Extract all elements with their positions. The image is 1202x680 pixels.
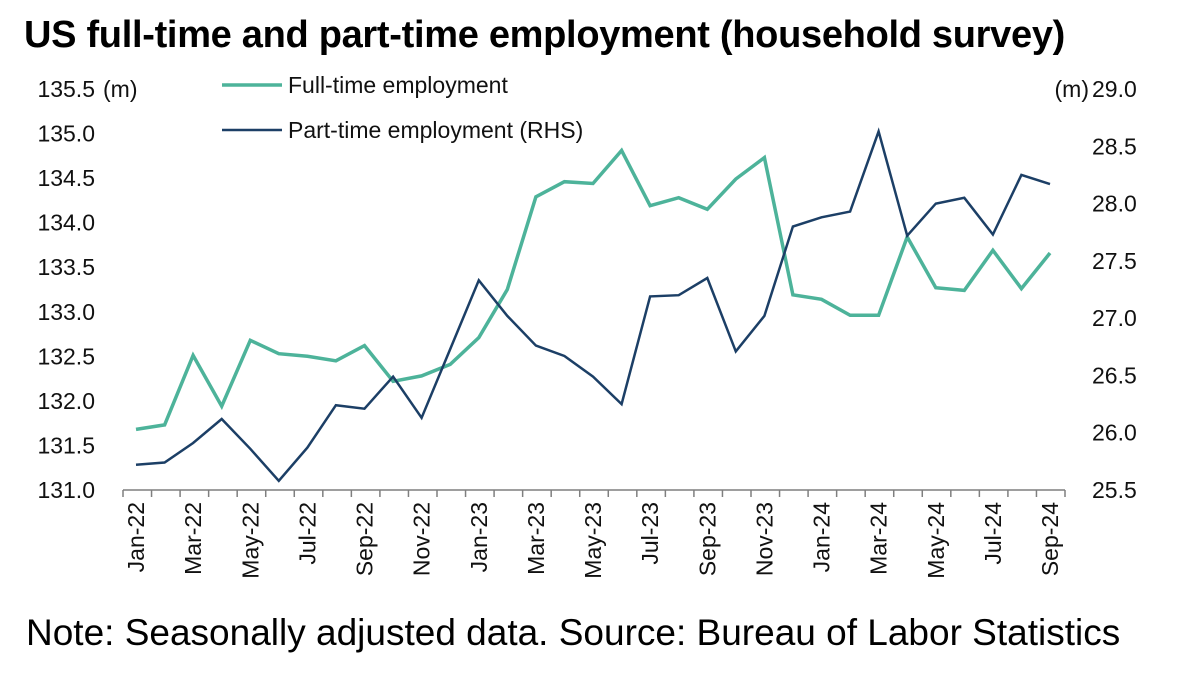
x-tick-label: May-24 bbox=[923, 502, 949, 579]
right-tick-label: 28.0 bbox=[1092, 191, 1137, 217]
left-tick-label: 131.5 bbox=[37, 432, 95, 458]
right-tick-label: 25.5 bbox=[1092, 477, 1137, 503]
left-tick-label: 132.5 bbox=[37, 343, 95, 369]
legend-label: Full-time employment bbox=[288, 72, 508, 98]
x-tick-label: Sep-22 bbox=[352, 502, 378, 576]
x-tick-label: Jan-24 bbox=[809, 502, 835, 573]
chart-series-lines bbox=[135, 127, 1052, 483]
right-tick-label: 26.5 bbox=[1092, 362, 1137, 388]
x-tick-label: Mar-23 bbox=[523, 502, 549, 575]
left-tick-label: 134.0 bbox=[37, 210, 95, 236]
right-tick-label: 27.5 bbox=[1092, 248, 1137, 274]
chart-note: Note: Seasonally adjusted data. Source: … bbox=[26, 612, 1121, 653]
left-tick-label: 131.0 bbox=[37, 477, 95, 503]
left-tick-label: 133.0 bbox=[37, 299, 95, 325]
left-tick-label: 135.0 bbox=[37, 121, 95, 147]
x-tick-label: Mar-24 bbox=[866, 502, 892, 575]
left-tick-label: 133.5 bbox=[37, 254, 95, 280]
x-tick-label: Jul-22 bbox=[294, 502, 320, 565]
employment-line-chart: Jan-22 Mar-22 May-22 Jul-22 Sep-22 Nov-22 Jan-… bbox=[37, 72, 1136, 579]
right-tick-label: 29.0 bbox=[1092, 76, 1137, 102]
chart-axes: Jan-22 Mar-22 May-22 Jul-22 Sep-22 Nov-22 Jan-… bbox=[37, 76, 1136, 579]
right-axis-unit: (m) bbox=[1055, 76, 1089, 102]
x-tick-label: May-22 bbox=[237, 502, 263, 579]
left-tick-label: 132.0 bbox=[37, 388, 95, 414]
x-tick-label: Nov-23 bbox=[751, 502, 777, 576]
x-tick-label: Sep-24 bbox=[1037, 502, 1063, 576]
x-tick-label: Jul-23 bbox=[637, 502, 663, 565]
x-tick-label: Jan-22 bbox=[123, 502, 149, 572]
x-tick-label: May-23 bbox=[580, 502, 606, 579]
right-tick-label: 28.5 bbox=[1092, 133, 1137, 159]
x-tick-label: Jul-24 bbox=[980, 502, 1006, 565]
right-tick-label: 27.0 bbox=[1092, 305, 1137, 331]
left-axis-unit: (m) bbox=[103, 76, 137, 102]
legend-label: Part-time employment (RHS) bbox=[288, 117, 583, 143]
chart-title: US full-time and part-time employment (h… bbox=[24, 14, 1066, 56]
x-tick-label: Jan-23 bbox=[466, 502, 492, 572]
chart-legend: Full-time employment Part-time employment… bbox=[222, 72, 583, 143]
x-tick-label: Sep-23 bbox=[694, 502, 720, 576]
right-tick-label: 26.0 bbox=[1092, 420, 1137, 446]
x-tick-label: Nov-22 bbox=[409, 502, 435, 576]
x-tick-label: Mar-22 bbox=[180, 502, 206, 575]
part-time-series-line bbox=[135, 127, 1051, 483]
left-tick-label: 134.5 bbox=[37, 165, 95, 191]
left-tick-label: 135.5 bbox=[37, 76, 95, 102]
full-time-series-line bbox=[135, 147, 1052, 432]
